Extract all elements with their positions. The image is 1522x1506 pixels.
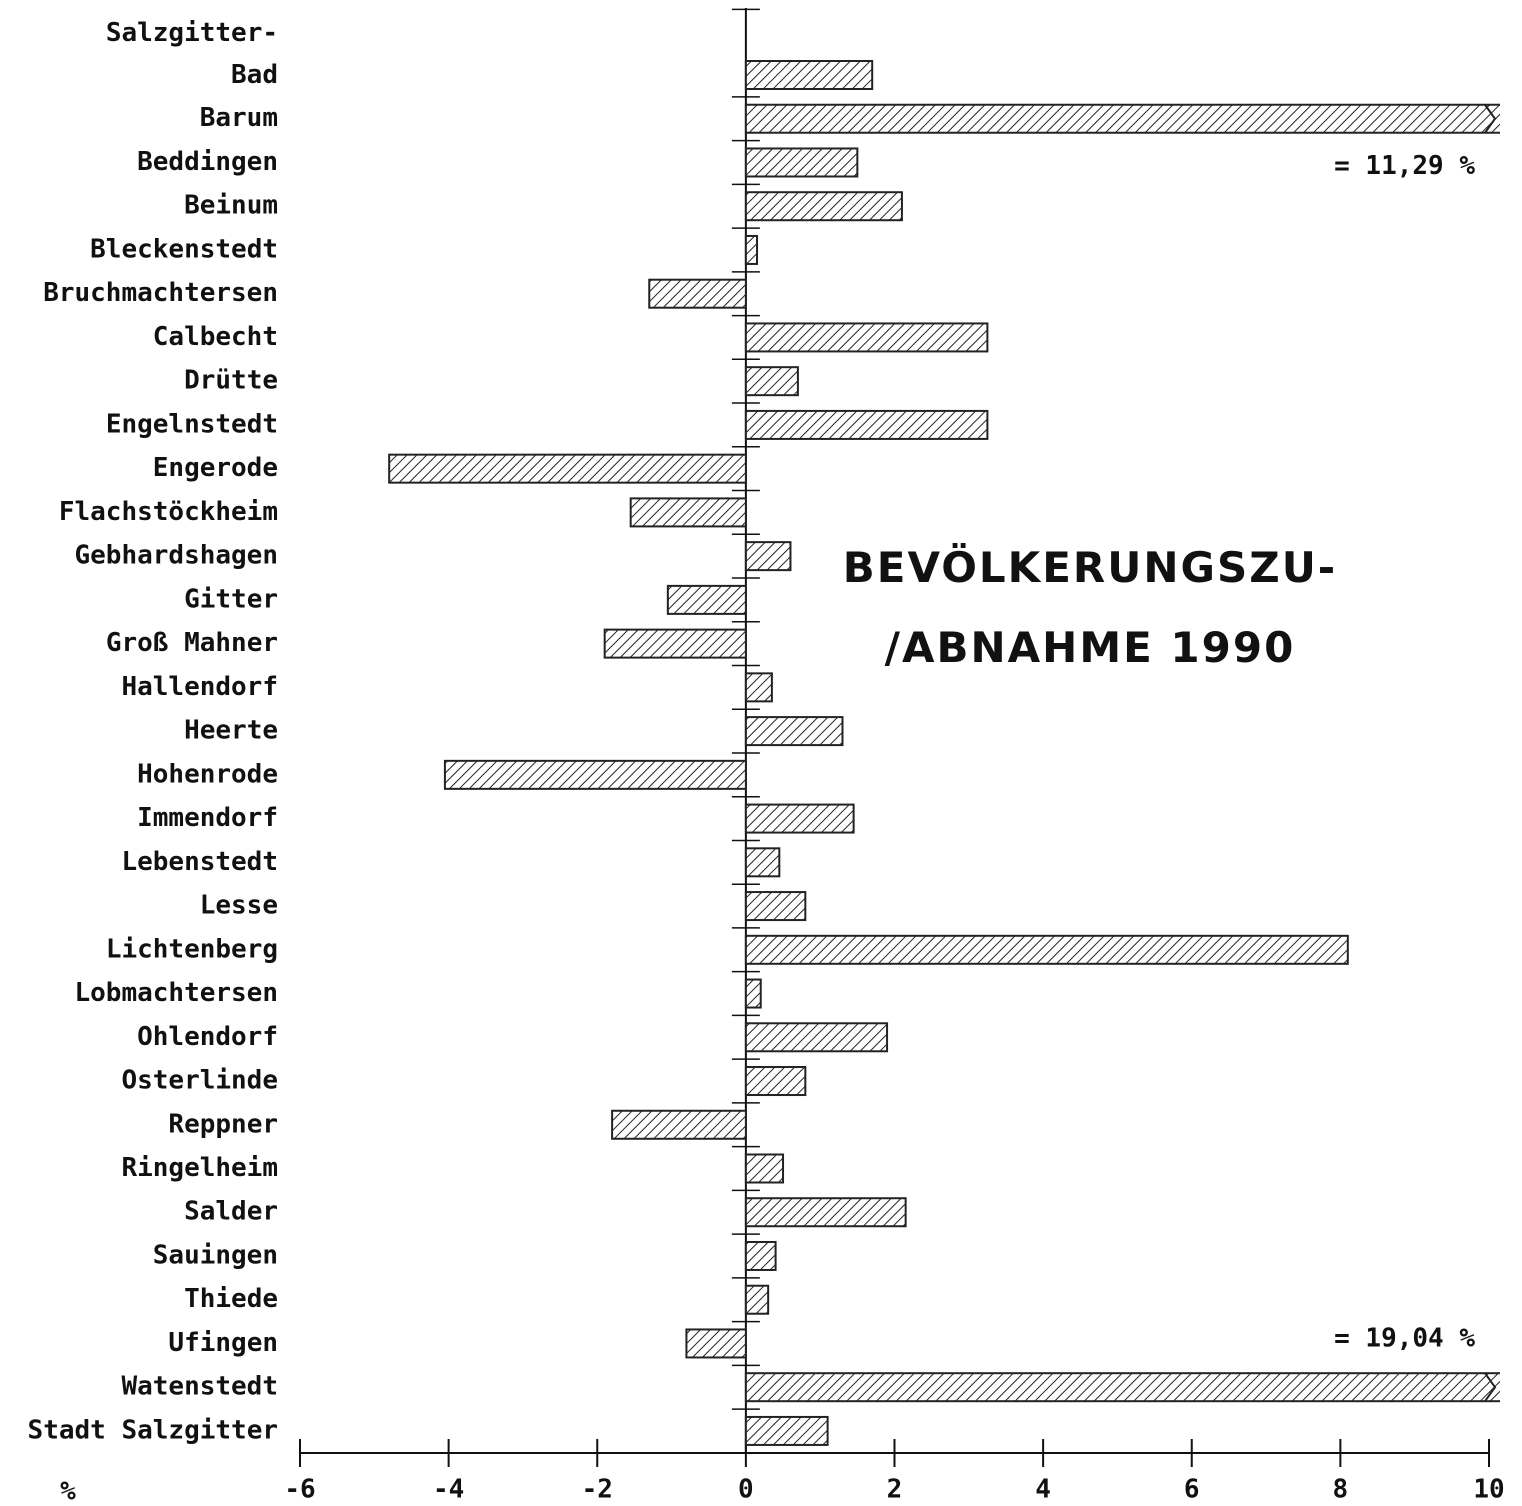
bar [744, 1197, 907, 1228]
bar [744, 716, 844, 747]
x-tick-label: 10 [1473, 1475, 1504, 1505]
bar [443, 759, 747, 790]
overflow-arrow [1484, 104, 1497, 134]
bar [744, 409, 989, 440]
bar [744, 978, 762, 1009]
y-tick-label: Flachstöckheim [59, 497, 278, 527]
bar [744, 191, 903, 222]
y-tick-label: Stadt Salzgitter [28, 1415, 278, 1445]
x-tick-label: 4 [1035, 1475, 1051, 1505]
bar [744, 60, 874, 90]
y-tick-label: Drütte [184, 366, 278, 396]
plot-area [388, 60, 1500, 1446]
y-tick-label: Ohlendorf [137, 1022, 278, 1052]
x-tick-label: 8 [1333, 1475, 1349, 1505]
bar [744, 1022, 889, 1053]
x-tick-label: 6 [1184, 1475, 1200, 1505]
y-tick-label: Gebhardshagen [75, 541, 279, 571]
value-label: = 11,29 % [1334, 151, 1475, 181]
bar [685, 1328, 747, 1359]
y-tick-label: Lebenstedt [121, 847, 278, 877]
bar [611, 1109, 747, 1140]
y-tick-label: Groß Mahner [106, 628, 278, 658]
bar [744, 1240, 777, 1271]
y-tick-label: Watenstedt [121, 1372, 278, 1402]
y-tick-label: Engerode [153, 453, 278, 483]
value-label: = 19,04 % [1334, 1324, 1475, 1354]
y-tick-label: Osterlinde [121, 1066, 278, 1096]
bar [648, 278, 747, 309]
y-tick-label: Lesse [200, 891, 278, 921]
x-tick-label: 2 [887, 1475, 903, 1505]
bar [744, 234, 759, 265]
bar [744, 891, 807, 922]
y-tick-label: Ringelheim [121, 1153, 278, 1183]
bar [744, 1372, 1500, 1403]
bar [666, 584, 747, 615]
bar [388, 453, 747, 484]
y-tick-label: Bleckenstedt [90, 234, 278, 264]
y-tick-label: Sauingen [153, 1240, 278, 1270]
x-tick-label: -2 [582, 1475, 613, 1505]
bar [744, 103, 1500, 134]
bar [744, 1284, 770, 1315]
y-tick-label: Calbecht [153, 322, 278, 352]
bar [744, 803, 855, 834]
y-tick-label: Thiede [184, 1284, 278, 1314]
bar [744, 322, 989, 353]
bar [744, 366, 799, 397]
x-tick-label: -4 [433, 1475, 464, 1505]
bar [744, 934, 1349, 965]
chart-title: BEVÖLKERUNGSZU-/ABNAHME 1990 [843, 542, 1337, 672]
y-tick-label: Bruchmachtersen [43, 278, 278, 308]
y-tick-label: Gitter [184, 584, 278, 614]
y-tick-label: Salder [184, 1197, 278, 1227]
y-tick-label: Immendorf [137, 803, 278, 833]
x-axis-label: % [60, 1477, 76, 1506]
y-tick-label: Lichtenberg [106, 934, 278, 964]
bar [744, 147, 859, 178]
x-tick-label: 0 [738, 1475, 754, 1505]
y-tick-label: Engelnstedt [106, 409, 278, 439]
y-tick-label: Barum [200, 103, 278, 133]
bar [744, 847, 781, 878]
y-tick-label: Hohenrode [137, 759, 278, 789]
x-tick-label: -6 [284, 1475, 315, 1505]
bar [744, 541, 792, 572]
y-tick-label: Lobmachtersen [75, 978, 279, 1008]
bar [603, 628, 747, 659]
y-tick-label: Beddingen [137, 147, 278, 177]
bar [744, 1153, 785, 1184]
y-tick-label: Beinum [184, 191, 278, 221]
y-tick-label: Ufingen [168, 1328, 278, 1358]
y-tick-label: Hallendorf [121, 672, 278, 702]
bar [744, 672, 773, 703]
y-tick-label: Salzgitter-Bad [106, 18, 278, 90]
y-tick-label: Heerte [184, 716, 278, 746]
bar [744, 1415, 829, 1446]
bar [629, 497, 747, 528]
bar [744, 1066, 807, 1097]
overflow-arrow [1484, 1372, 1497, 1402]
y-tick-label: Reppner [168, 1109, 278, 1139]
